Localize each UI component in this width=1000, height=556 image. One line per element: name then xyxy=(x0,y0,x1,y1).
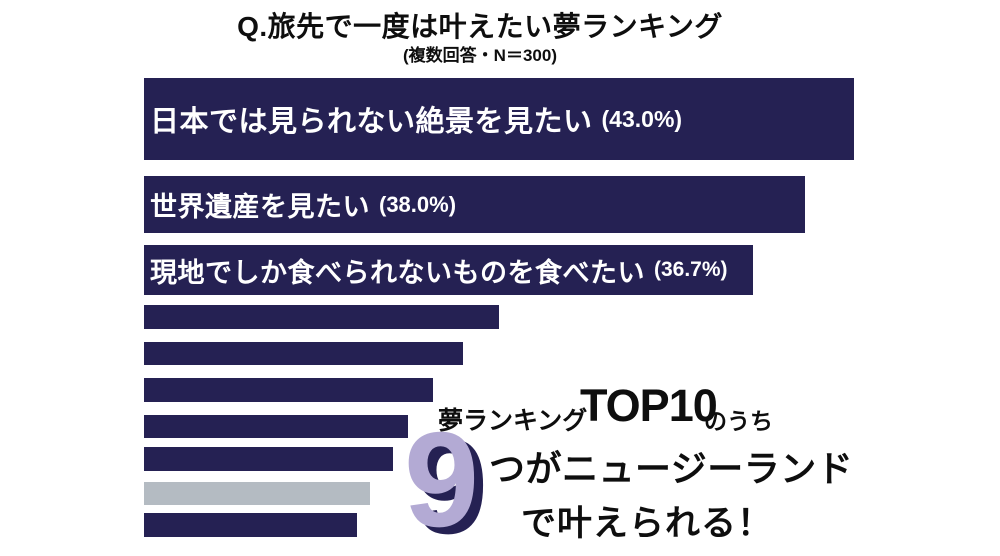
bar-value-label: (43.0%) xyxy=(601,105,683,132)
bar-value-label: (36.7%) xyxy=(654,258,728,281)
bar-rank-2: 世界遺産を見たい (38.0%) xyxy=(144,176,805,233)
annotation-number-9: 9 xyxy=(404,404,480,555)
bar-label: 日本では見られない絶景を見たい xyxy=(150,106,593,138)
bar-rank-7 xyxy=(144,415,408,438)
bar-value-label: (38.0%) xyxy=(379,191,457,217)
bar-label: 現地でしか食べられないものを食べたい xyxy=(150,257,645,288)
chart-subtitle: (複数回答・N＝300) xyxy=(403,46,557,65)
bar-rank-6 xyxy=(144,378,433,402)
bar-rank-9 xyxy=(144,482,370,505)
bar-rank-1: 日本では見られない絶景を見たい (43.0%) xyxy=(144,78,854,160)
annotation-prefix: 夢ランキング xyxy=(438,407,588,435)
bar-rank-4 xyxy=(144,305,499,329)
annotation-line3: で叶えられる！ xyxy=(521,504,774,543)
bar-rank-5 xyxy=(144,342,463,365)
annotation-top10: TOP10 xyxy=(580,380,718,431)
chart-title: Q.旅先で一度は叶えたい夢ランキング xyxy=(237,11,723,42)
bar-rank-10 xyxy=(144,513,357,537)
annotation-line2: つがニュージーランド xyxy=(489,448,854,489)
bar-rank-8 xyxy=(144,447,393,471)
annotation-suffix: のうち xyxy=(704,408,773,434)
bar-rank-3: 現地でしか食べられないものを食べたい (36.7%) xyxy=(144,245,753,295)
bar-label: 世界遺産を見たい xyxy=(150,192,370,222)
